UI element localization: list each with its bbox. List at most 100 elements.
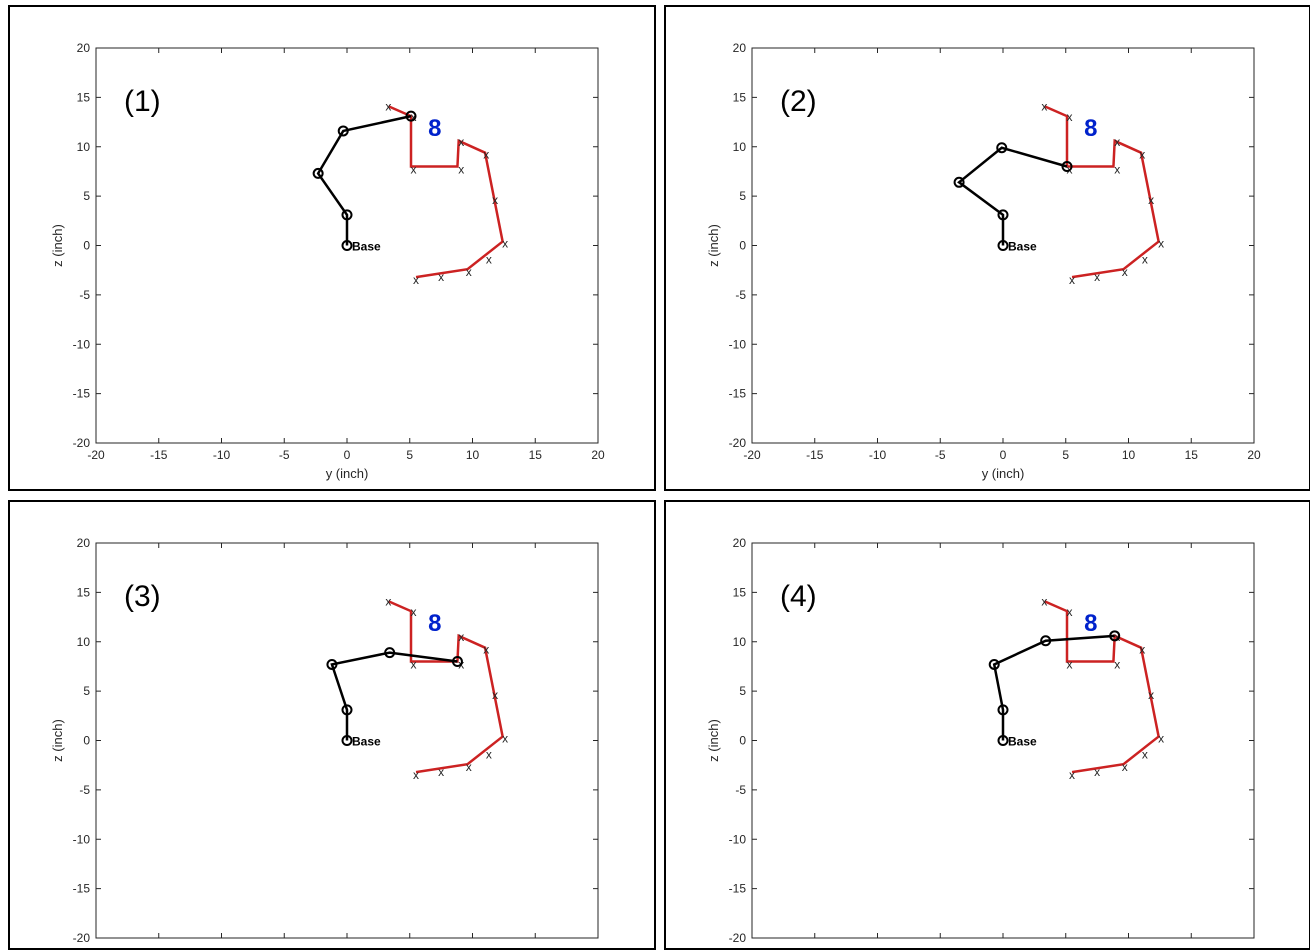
chart-1-xtick-label-7: 15 xyxy=(529,448,543,462)
chart-1-xtick-label-8: 20 xyxy=(591,448,605,462)
chart-1-path-marker-6: x xyxy=(492,193,498,207)
chart-3-path-marker-4: x xyxy=(458,630,464,644)
chart-1-xtick-label-0: -20 xyxy=(87,448,105,462)
chart-3-path-marker-8: x xyxy=(486,747,492,761)
chart-3-ytick-label-0: 20 xyxy=(77,536,91,550)
chart-4-marker-label: 8 xyxy=(1084,610,1097,637)
chart-4-arm-joint-1 xyxy=(997,704,1009,716)
chart-3-path-marker-1: x xyxy=(411,605,417,619)
chart-3-arm-joint-1 xyxy=(341,704,353,716)
chart-4-ytick-label-8: -20 xyxy=(729,931,747,945)
chart-2-ytick-label-0: 20 xyxy=(733,41,747,55)
chart-1-arm-line xyxy=(316,114,412,246)
chart-panel-4: 20 15 10 5 0 -5 -10 -15 -20 z (inch) (4) x x x x x x x x x x… xyxy=(664,500,1310,950)
chart-3-ytick-label-5: -5 xyxy=(79,783,90,797)
chart-panel-1: 20 15 10 5 0 -5 -10 -15 -20 -20 -15 -10 -5 0 5 10 15 20 z … xyxy=(8,5,656,491)
chart-2-marker-label: 8 xyxy=(1084,115,1097,142)
chart-3-base-label: Base xyxy=(352,735,381,749)
chart-1-path-marker-4: x xyxy=(458,135,464,149)
chart-3-ytick-label-7: -15 xyxy=(73,882,91,896)
chart-3-marker-label: 8 xyxy=(428,610,441,637)
chart-2-xtick-label-1: -15 xyxy=(806,448,824,462)
chart-2-path-marker-5: x xyxy=(1139,148,1145,162)
chart-2-xtick-label-5: 5 xyxy=(1062,448,1069,462)
chart-2-base-label: Base xyxy=(1008,240,1037,254)
chart-3-path-marker-5: x xyxy=(483,643,489,657)
chart-2-path-marker-0: x xyxy=(1041,99,1047,113)
chart-2-ytick-label-4: 0 xyxy=(739,239,746,253)
chart-3-ytick-label-3: 5 xyxy=(83,684,90,698)
chart-4-ytick-label-0: 20 xyxy=(733,536,747,550)
chart-2-arm-joint-0 xyxy=(997,240,1009,251)
chart-2-xtick-label-2: -10 xyxy=(869,448,887,462)
chart-3-path-marker-9: x xyxy=(466,760,472,774)
chart-2-xtick-label-8: 20 xyxy=(1247,448,1261,462)
chart-1-target-path-0 xyxy=(387,105,504,279)
chart-4-target-path-0 xyxy=(1043,600,1160,774)
chart-1-path-marker-3: x xyxy=(458,162,464,176)
chart-3-path-marker-7: x xyxy=(502,732,508,746)
chart-1-panel-label: (1) xyxy=(124,85,161,118)
chart-4-path-marker-0: x xyxy=(1041,594,1047,608)
chart-1-ytick-label-2: 10 xyxy=(77,140,91,154)
chart-3-ytick-label-6: -10 xyxy=(73,832,91,846)
chart-1-base-label: Base xyxy=(352,240,381,254)
chart-1-arm-joint-3 xyxy=(337,125,349,137)
chart-1-xlabel: y (inch) xyxy=(326,466,369,481)
chart-1-ytick-label-8: -20 xyxy=(73,436,91,450)
chart-2-xtick-label-7: 15 xyxy=(1185,448,1199,462)
chart-1-arm-joint-2 xyxy=(312,167,324,179)
chart-1-xtick-label-3: -5 xyxy=(279,448,290,462)
chart-4-arm-line xyxy=(992,634,1115,741)
chart-1-xtick-label-2: -10 xyxy=(213,448,231,462)
chart-2-arm-joint-2 xyxy=(953,176,965,188)
chart-3-arm-joint-3 xyxy=(384,647,396,659)
chart-3-target-path-0 xyxy=(387,600,504,774)
chart-2-arm-joint-1 xyxy=(997,209,1009,221)
chart-2-path-marker-11: x xyxy=(1069,273,1075,287)
chart-3-ylabel: z (inch) xyxy=(50,719,65,762)
chart-1-path-marker-2: x xyxy=(411,162,417,176)
chart-2-ytick-label-3: 5 xyxy=(739,189,746,203)
chart-4-ytick-label-4: 0 xyxy=(739,734,746,748)
chart-4-arm-joint-2 xyxy=(988,658,1000,670)
chart-3-arm-joint-4 xyxy=(451,656,463,667)
chart-2-path-marker-3: x xyxy=(1114,162,1120,176)
chart-1-path-marker-11: x xyxy=(413,273,419,287)
chart-3-path-marker-11: x xyxy=(413,768,419,782)
chart-2-ytick-label-7: -15 xyxy=(729,387,747,401)
chart-2-path-marker-7: x xyxy=(1158,237,1164,251)
chart-3-arm-joint-2 xyxy=(326,658,338,670)
chart-4-path-marker-4: x xyxy=(1114,630,1120,644)
chart-3-ytick-label-1: 15 xyxy=(77,585,91,599)
chart-1-xtick-label-5: 5 xyxy=(406,448,413,462)
chart-2-panel-label: (2) xyxy=(780,85,817,118)
chart-4-ytick-label-3: 5 xyxy=(739,684,746,698)
chart-3-arm-joint-0 xyxy=(341,735,353,746)
chart-1-path-marker-8: x xyxy=(486,252,492,266)
chart-panel-2: 20 15 10 5 0 -5 -10 -15 -20 -20 -15 -10 -5 0 5 10 15 20 z … xyxy=(664,5,1310,491)
chart-1-ylabel: z (inch) xyxy=(50,224,65,267)
chart-1-ytick-label-5: -5 xyxy=(79,288,90,302)
chart-4-path-marker-6: x xyxy=(1148,688,1154,702)
chart-1-ytick-label-3: 5 xyxy=(83,189,90,203)
chart-4-base-label: Base xyxy=(1008,735,1037,749)
chart-4-ytick-label-7: -15 xyxy=(729,882,747,896)
chart-4-ytick-label-1: 15 xyxy=(733,585,747,599)
chart-1-arm-joint-0 xyxy=(341,240,353,251)
chart-4-arm-joint-4 xyxy=(1109,630,1121,642)
chart-3-path-marker-2: x xyxy=(411,657,417,671)
chart-4-panel-label: (4) xyxy=(780,580,817,613)
chart-panel-3: 20 15 10 5 0 -5 -10 -15 -20 z (inch) (3) x x x x x x x x x x… xyxy=(8,500,656,950)
chart-2-xtick-label-6: 10 xyxy=(1122,448,1136,462)
chart-1-marker-label: 8 xyxy=(428,115,441,142)
chart-2-xlabel: y (inch) xyxy=(982,466,1025,481)
chart-1-ytick-label-1: 15 xyxy=(77,90,91,104)
chart-1-path-marker-10: x xyxy=(438,270,444,284)
chart-2-path-marker-1: x xyxy=(1067,110,1073,124)
chart-2-path-marker-8: x xyxy=(1142,252,1148,266)
chart-4-ytick-label-6: -10 xyxy=(729,832,747,846)
chart-1-ytick-label-0: 20 xyxy=(77,41,91,55)
